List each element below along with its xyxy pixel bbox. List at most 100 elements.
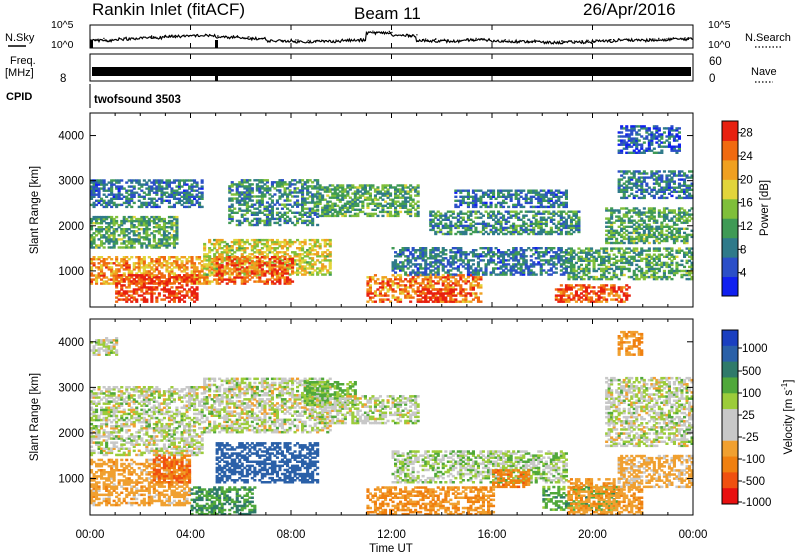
power-cell — [467, 190, 470, 192]
power-cell — [520, 265, 523, 267]
power-cell — [123, 187, 126, 189]
power-cell — [432, 301, 435, 303]
power-cell — [304, 204, 307, 206]
nsearch-point — [105, 40, 106, 41]
power-cell — [565, 196, 568, 198]
power-cell — [196, 181, 199, 183]
nsearch-point — [225, 36, 226, 37]
nsearch-point — [315, 42, 316, 43]
power-cell — [145, 230, 148, 232]
power-cell — [366, 301, 369, 303]
nsearch-point — [639, 40, 640, 41]
power-cell — [530, 202, 533, 204]
power-cell — [98, 190, 101, 192]
power-cell — [103, 179, 106, 181]
power-cell — [449, 231, 452, 233]
power-cell — [369, 288, 372, 290]
power-cell — [552, 219, 555, 221]
power-cell — [449, 221, 452, 223]
nsearch-point — [258, 39, 259, 40]
power-cell — [286, 276, 289, 278]
power-cell — [502, 215, 505, 217]
power-cell — [474, 202, 477, 204]
power-cell — [168, 301, 171, 303]
power-cell — [231, 189, 234, 191]
power-cell — [472, 259, 475, 261]
nsearch-point — [613, 39, 614, 40]
power-cell — [570, 288, 573, 290]
power-cell — [472, 263, 475, 265]
power-cell — [577, 217, 580, 219]
power-cell — [387, 294, 390, 296]
nsearch-point — [568, 41, 569, 42]
nsearch-point — [588, 40, 589, 41]
power-cell — [469, 301, 472, 303]
power-cell — [128, 264, 131, 266]
nsearch-point — [559, 43, 560, 44]
freq-label: Freq. — [10, 55, 36, 67]
power-cell — [439, 288, 442, 290]
power-cell — [565, 219, 568, 221]
power-cell — [193, 301, 196, 303]
power-cell — [371, 184, 374, 186]
power-cell — [399, 298, 402, 300]
power-cell — [170, 286, 173, 288]
power-cell — [125, 181, 128, 183]
power-cell — [133, 196, 136, 198]
power-cell — [258, 210, 261, 212]
nsearch-point — [408, 35, 409, 36]
power-cell — [376, 186, 379, 188]
power-cell — [402, 251, 405, 253]
nsearch-point — [692, 39, 693, 40]
power-cell — [381, 288, 384, 290]
nsky-label: N.Sky — [5, 32, 35, 44]
power-cell — [329, 251, 332, 253]
power-cell — [454, 288, 457, 290]
power-cell — [130, 301, 133, 303]
power-cell — [301, 245, 304, 247]
power-cell — [409, 265, 412, 267]
power-cell — [565, 190, 568, 192]
power-cell — [407, 290, 410, 292]
nsearch-point — [119, 37, 120, 38]
nsearch-point — [509, 40, 510, 41]
power-cell — [228, 276, 231, 278]
power-cell — [289, 210, 292, 212]
power-cell — [580, 301, 583, 303]
power-cell — [186, 284, 189, 286]
power-cell — [414, 259, 417, 261]
nsearch-point — [666, 38, 667, 39]
nsearch-point — [579, 41, 580, 42]
power-cell — [103, 246, 106, 248]
nsearch-point — [627, 39, 628, 40]
nsearch-point — [254, 39, 255, 40]
power-cell — [414, 251, 417, 253]
nsearch-point — [123, 38, 124, 39]
power-cell — [223, 270, 226, 272]
power-cell — [140, 288, 143, 290]
power-cell — [296, 199, 299, 201]
power-cell — [437, 265, 440, 267]
power-cell — [183, 301, 186, 303]
power-cell — [316, 209, 319, 211]
power-cell — [444, 257, 447, 259]
nsearch-point — [489, 39, 490, 40]
nsearch-point — [291, 39, 292, 40]
power-cell — [417, 205, 420, 207]
power-cell — [427, 288, 430, 290]
power-cell — [284, 266, 287, 268]
power-cell — [268, 260, 271, 262]
nsearch-point — [376, 32, 377, 33]
power-cell — [437, 247, 440, 249]
power-cell — [565, 202, 568, 204]
nsearch-point — [515, 41, 516, 42]
power-cell — [311, 271, 314, 273]
nsearch-point — [155, 37, 156, 38]
power-cell — [100, 230, 103, 232]
power-cell — [404, 278, 407, 280]
power-cell — [479, 301, 482, 303]
nsky-right-tick-bottom: 10^0 — [708, 39, 731, 51]
power-cell — [477, 296, 480, 298]
nsearch-point — [427, 41, 428, 42]
power-cell — [256, 224, 259, 226]
